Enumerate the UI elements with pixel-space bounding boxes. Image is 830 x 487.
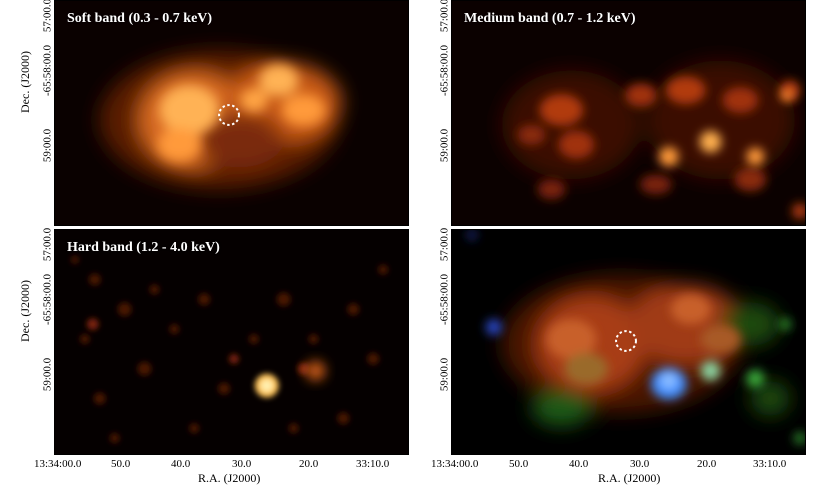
y-tick-label: -65:58:00.0 [41, 44, 54, 97]
x-tick-label: 30.0 [630, 458, 650, 470]
y-tick-label: -65:58:00.0 [438, 44, 451, 97]
y-axis-title-top-left: Dec. (J2000) [18, 51, 32, 113]
x-tick-label: 40.0 [171, 458, 191, 470]
y-tick-label: 59:00.0 [438, 128, 451, 163]
x-tick-label: 33:10.0 [753, 458, 787, 470]
y-axis-title-bottom-left: Dec. (J2000) [18, 280, 32, 342]
hard-band-image [55, 230, 408, 454]
x-tick-label: 33:10.0 [356, 458, 390, 470]
rgb-composite-image [452, 230, 805, 454]
x-tick-label: 30.0 [232, 458, 252, 470]
rgb-circle-overlay [615, 330, 637, 352]
rgb-composite-panel [451, 229, 806, 455]
y-tick-label: 59:00.0 [41, 128, 54, 163]
hard-band-panel: Hard band (1.2 - 4.0 keV) [54, 229, 409, 455]
panel-title-medium: Medium band (0.7 - 1.2 keV) [464, 11, 636, 26]
panel-title-soft: Soft band (0.3 - 0.7 keV) [67, 11, 213, 26]
source-circle [218, 104, 240, 126]
x-tick-label: 50.0 [509, 458, 529, 470]
x-axis-title-left: R.A. (J2000) [198, 471, 261, 485]
x-tick-label: 13:34:00.0 [34, 458, 82, 470]
y-tick-label: 59:00.0 [41, 357, 54, 392]
soft-band-circle-overlay [218, 104, 240, 126]
y-tick-label: -65:58:00.0 [438, 273, 451, 326]
y-tick-label: 59:00.0 [438, 357, 451, 392]
medium-band-image [452, 1, 805, 225]
x-tick-label: 40.0 [569, 458, 589, 470]
soft-band-panel: Soft band (0.3 - 0.7 keV) [54, 0, 409, 226]
x-tick-label: 50.0 [111, 458, 131, 470]
medium-band-panel: Medium band (0.7 - 1.2 keV) [451, 0, 806, 226]
x-axis-title-right: R.A. (J2000) [598, 471, 661, 485]
x-tick-label: 13:34:00.0 [431, 458, 479, 470]
x-tick-label: 20.0 [299, 458, 319, 470]
y-tick-label: -65:58:00.0 [41, 273, 54, 326]
x-tick-label: 20.0 [697, 458, 717, 470]
source-circle [615, 330, 637, 352]
panel-title-hard: Hard band (1.2 - 4.0 keV) [67, 240, 220, 255]
soft-band-image [55, 1, 408, 225]
